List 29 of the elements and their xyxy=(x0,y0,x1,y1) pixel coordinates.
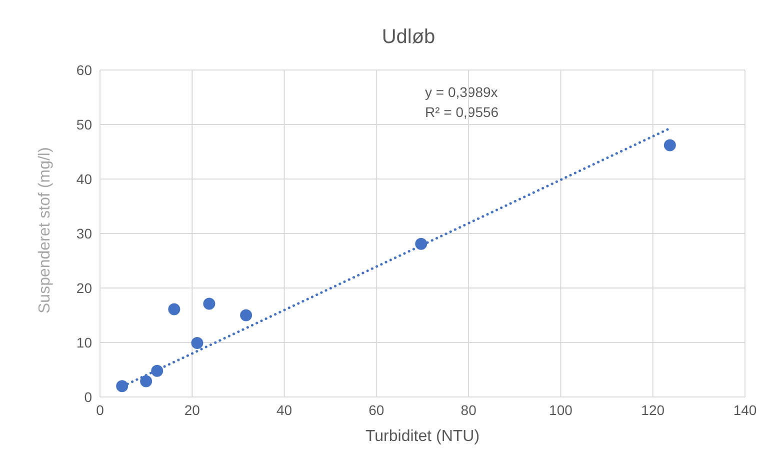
x-axis-title: Turbiditet (NTU) xyxy=(365,428,480,445)
point xyxy=(168,303,180,316)
y-tick-label: 40 xyxy=(76,170,92,187)
x-tick-label: 0 xyxy=(96,402,104,418)
y-tick-label: 60 xyxy=(76,62,92,78)
y-tick-label: 30 xyxy=(76,225,92,242)
point xyxy=(191,337,204,350)
point xyxy=(203,298,216,310)
point xyxy=(151,364,164,377)
point xyxy=(664,139,676,152)
x-tick-label: 40 xyxy=(276,402,292,418)
x-tick-label: 80 xyxy=(460,402,477,418)
x-tick-label: 20 xyxy=(184,402,200,418)
point xyxy=(240,309,252,322)
y-tick-label: 10 xyxy=(76,334,92,350)
y-axis-title: Suspenderet stof (mg/l) xyxy=(36,147,54,314)
point xyxy=(116,380,128,392)
y-tick-label: 50 xyxy=(76,116,92,132)
point xyxy=(415,238,428,250)
point xyxy=(140,375,152,388)
x-tick-label: 120 xyxy=(641,402,665,418)
x-tick-label: 60 xyxy=(368,402,384,418)
annotation: R² = 0,9556 xyxy=(425,103,499,122)
y-tick-label: 0 xyxy=(84,388,92,405)
y-tick-label: 20 xyxy=(76,280,92,296)
chart-title: Udløb xyxy=(380,26,436,49)
x-tick-label: 100 xyxy=(549,402,573,418)
annotation: y = 0,3989x xyxy=(425,83,499,102)
x-tick-label: 140 xyxy=(733,402,757,418)
